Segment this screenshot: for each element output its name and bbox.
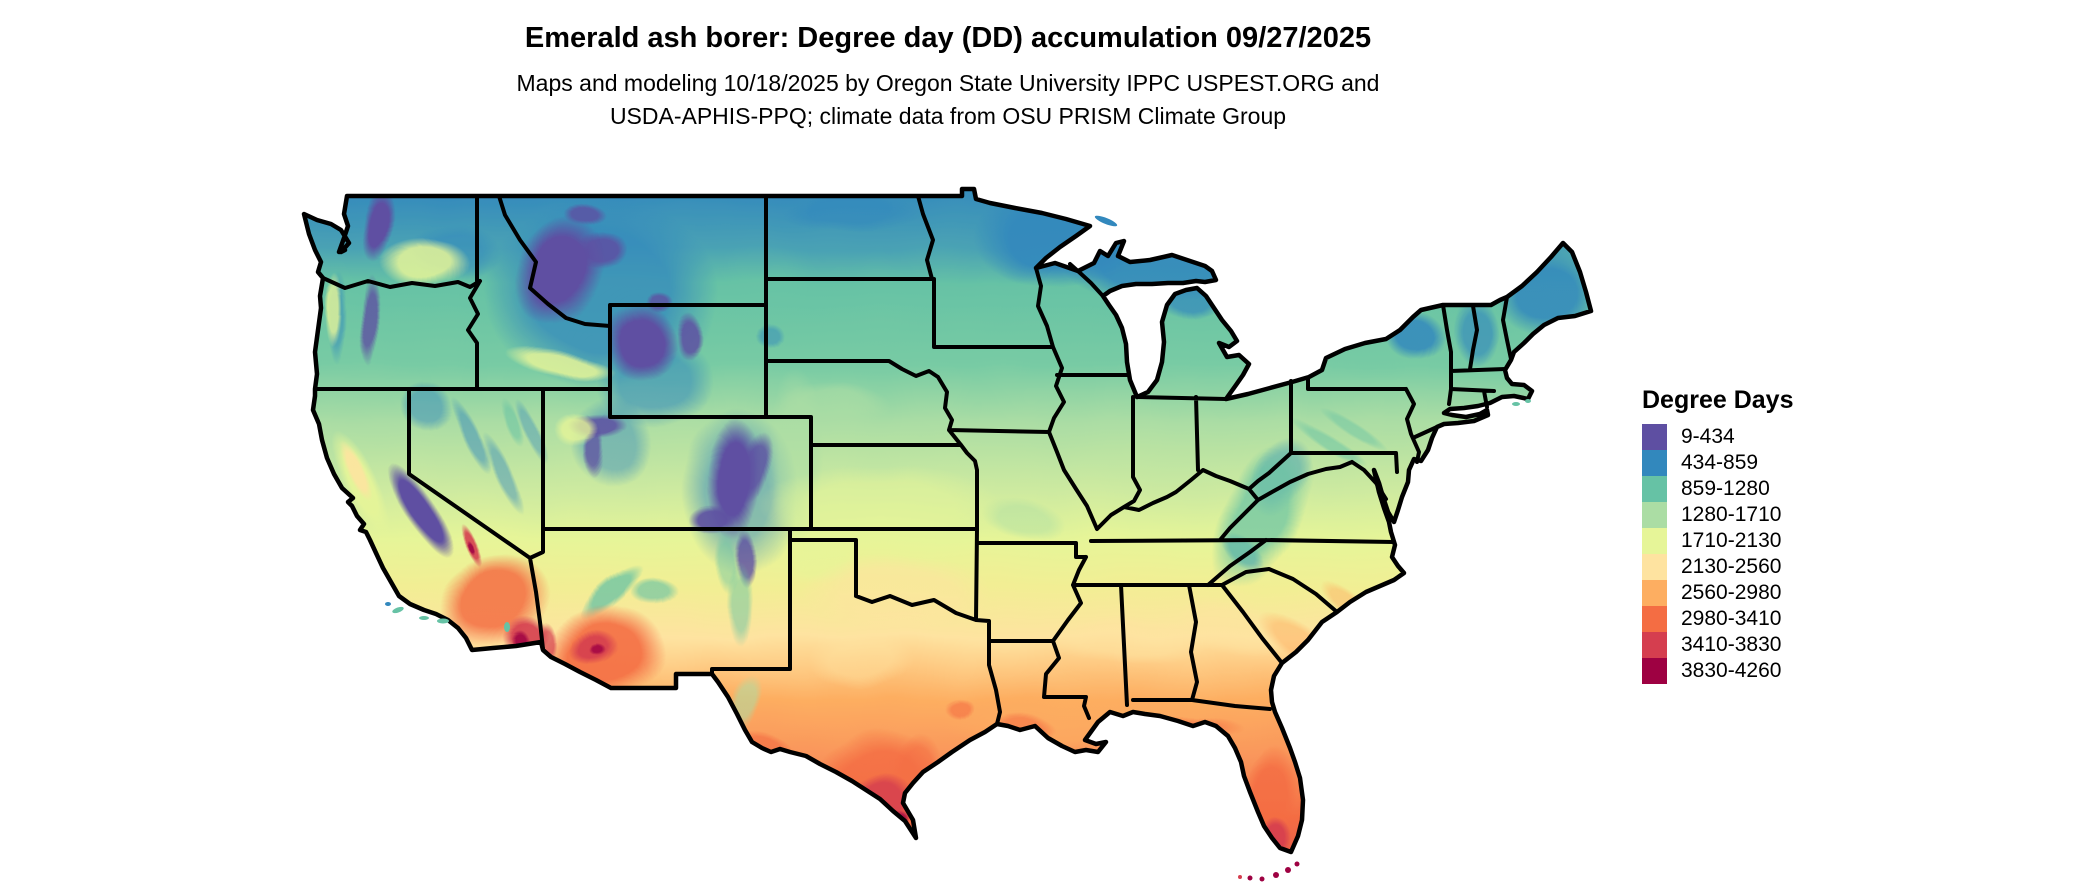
us-outline	[301, 186, 1594, 855]
legend-swatch	[1642, 580, 1667, 606]
legend-swatch	[1642, 502, 1667, 528]
legend: Degree Days 9-434 434-859 859-1280 1280-…	[1642, 386, 1862, 684]
legend-swatch	[1642, 658, 1667, 684]
legend-item: 2130-2560	[1642, 554, 1862, 580]
subtitle-line-1: Maps and modeling 10/18/2025 by Oregon S…	[516, 70, 1380, 96]
legend-swatch	[1642, 528, 1667, 554]
legend-item: 2560-2980	[1642, 580, 1862, 606]
legend-item: 1280-1710	[1642, 502, 1862, 528]
legend-label: 859-1280	[1681, 477, 1770, 500]
legend-item: 434-859	[1642, 450, 1862, 476]
header: Emerald ash borer: Degree day (DD) accum…	[0, 0, 1896, 133]
legend-item: 3830-4260	[1642, 658, 1862, 684]
legend-label: 9-434	[1681, 425, 1735, 448]
legend-item: 3410-3830	[1642, 632, 1862, 658]
legend-item: 859-1280	[1642, 476, 1862, 502]
legend-swatch	[1642, 554, 1667, 580]
legend-swatch	[1642, 450, 1667, 476]
legend-label: 3410-3830	[1681, 633, 1782, 656]
legend-item: 1710-2130	[1642, 528, 1862, 554]
legend-swatch	[1642, 476, 1667, 502]
island-details	[385, 215, 1531, 882]
legend-item: 9-434	[1642, 424, 1862, 450]
legend-label: 2980-3410	[1681, 607, 1782, 630]
legend-swatch	[1642, 632, 1667, 658]
page-title: Emerald ash borer: Degree day (DD) accum…	[524, 22, 1372, 54]
legend-title: Degree Days	[1642, 386, 1794, 414]
legend-label: 2130-2560	[1681, 555, 1782, 578]
legend-label: 434-859	[1681, 451, 1759, 474]
legend-label: 1710-2130	[1681, 529, 1782, 552]
state-borders	[313, 194, 1513, 726]
legend-label: 1280-1710	[1681, 503, 1782, 526]
page-subtitle: Maps and modeling 10/18/2025 by Oregon S…	[0, 67, 1896, 133]
subtitle-line-2: USDA-APHIS-PPQ; climate data from OSU PR…	[609, 103, 1287, 129]
legend-swatch	[1642, 424, 1667, 450]
legend-swatch	[1642, 606, 1667, 632]
legend-label: 2560-2980	[1681, 581, 1782, 604]
legend-label: 3830-4260	[1681, 659, 1782, 682]
legend-item: 2980-3410	[1642, 606, 1862, 632]
